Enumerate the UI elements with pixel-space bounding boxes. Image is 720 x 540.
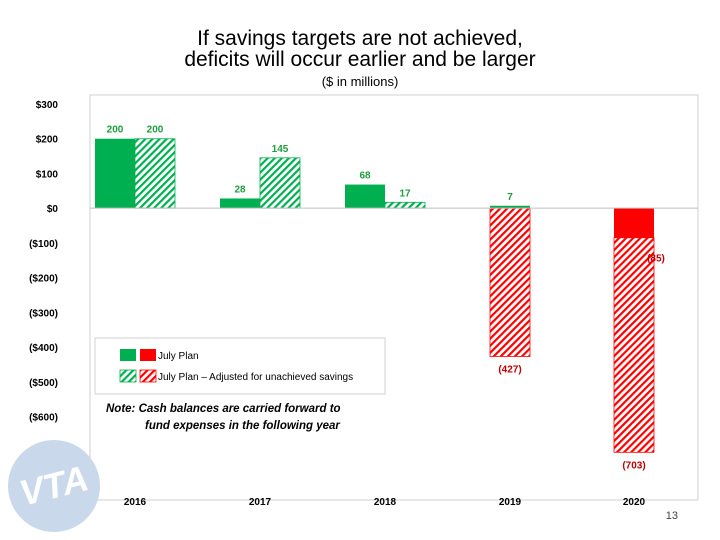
title-line-2: deficits will occur earlier and be large… [184,48,536,71]
x-tick-label: 2016 [124,497,147,508]
y-tick-label: ($600) [29,413,58,424]
data-label-july-plan-2017: 28 [234,184,246,195]
bar-adjusted-2019 [489,207,531,357]
legend: July Plan July Plan – Adjusted for unach… [94,337,386,395]
y-tick-label: ($200) [29,274,58,285]
chart-subtitle: ($ in millions) [321,74,399,89]
vta-logo-circle [8,440,100,532]
note-line-1: Note: Cash balances are carried forward … [106,403,341,415]
note-line-2: fund expenses in the following year [145,420,340,432]
bar-adjusted-2018 [384,201,426,209]
legend-box [94,337,386,395]
y-tick-label: ($500) [29,378,58,389]
x-tick-label: 2020 [623,497,646,508]
x-tick-label: 2018 [374,497,397,508]
plot-area-border [89,94,699,501]
y-tick-label: ($300) [29,308,58,319]
y-tick-label: $0 [47,204,59,215]
bar-july-plan-2016 [95,138,135,209]
legend-swatch-red-solid [140,349,156,361]
y-tick-label: ($100) [29,239,58,250]
legend-swatch-green-solid [120,349,136,361]
note: Note: Cash balances are carried forward … [106,403,341,432]
bar-adjusted-2020 [613,237,655,453]
bar-july-plan-2020 [614,208,654,238]
y-tick-label: $100 [36,169,59,180]
data-label-adjusted-2018: 17 [399,188,411,199]
x-tick-label: 2017 [249,497,272,508]
legend-swatch-green-hatched [119,369,137,383]
page-number: 13 [665,510,678,522]
bar-adjusted-2017 [259,157,301,209]
bar-july-plan-2018 [345,184,385,209]
data-label-adjusted-2020: (703) [622,460,645,471]
data-label-adjusted-2019: (427) [498,364,521,375]
bar-july-plan-2019 [490,205,530,209]
slide-title: If savings targets are not achieved, def… [0,28,720,70]
bar-july-plan-2017 [220,198,260,209]
y-tick-label: ($400) [29,343,58,354]
vta-logo: VTA [8,440,100,532]
y-tick-label: $300 [36,100,59,111]
bar-adjusted-2016 [134,138,176,209]
legend-swatch-red-hatched [139,369,157,383]
data-label-july-plan-2016: 200 [107,125,124,136]
x-tick-label: 2019 [499,497,522,508]
data-label-adjusted-2017: 145 [272,144,289,155]
data-label-july-plan-2018: 68 [359,171,371,182]
legend-label-july-plan: July Plan [158,351,199,362]
data-label-july-plan-2019: 7 [507,192,513,203]
title-line-1: If savings targets are not achieved, [197,27,523,50]
y-tick-label: $200 [36,135,59,146]
data-label-july-plan-2020: (85) [647,254,665,265]
data-label-adjusted-2016: 200 [147,125,164,136]
legend-label-adjusted: July Plan – Adjusted for unachieved savi… [158,372,353,383]
